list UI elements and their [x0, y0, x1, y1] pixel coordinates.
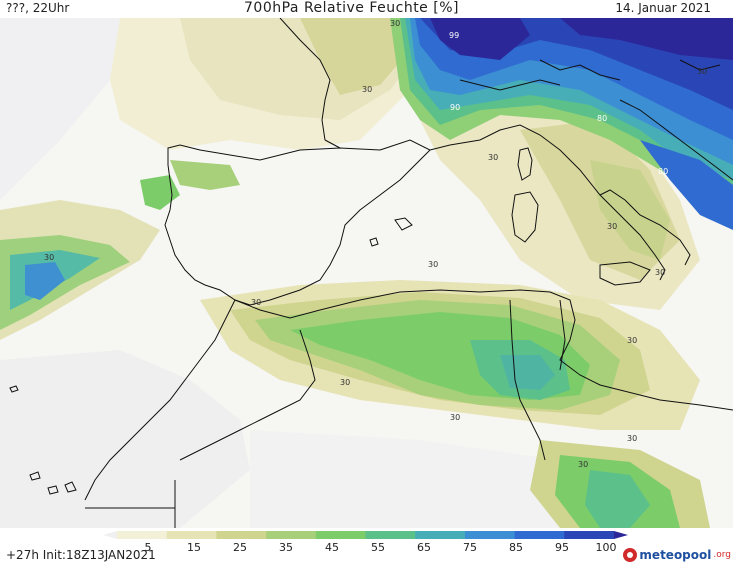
humidity-band-35-north	[300, 18, 410, 95]
colorbar-swatch	[315, 531, 366, 539]
contour-label: 99	[449, 31, 459, 40]
coastlines	[9, 18, 733, 528]
colorbar-swatch	[266, 531, 317, 539]
contour-label: 30	[627, 434, 637, 443]
contour-label: 30	[655, 268, 665, 277]
colorbar-swatch	[415, 531, 466, 539]
logo-text: meteopool	[639, 548, 712, 562]
colorbar-tick: 25	[233, 541, 247, 554]
contour-labels: 30 30 30 30 30 30 30 30 30 30 30 30 30 3…	[44, 19, 707, 469]
contour-label: 30	[607, 222, 617, 231]
contour-label: 30	[340, 378, 350, 387]
colorbar-tick: 5	[144, 541, 152, 554]
contour-label: 30	[44, 253, 54, 262]
colorbar-tick: 35	[279, 541, 293, 554]
colorbar-swatch	[464, 531, 516, 539]
meteopool-logo[interactable]: meteopool .org	[623, 546, 731, 564]
forecast-weekday-hour: ???, 22Uhr	[6, 1, 70, 15]
colorbar-swatches	[103, 531, 628, 539]
contour-label: 30	[362, 85, 372, 94]
contour-label: 30	[578, 460, 588, 469]
contour-label: 30	[450, 413, 460, 422]
dry-area-southwest	[0, 350, 250, 528]
colorbar-tick: 100	[595, 541, 617, 554]
contour-label: 30	[697, 67, 707, 76]
humidity-map-canvas: 30 30 30 30 30 30 30 30 30 30 30 30 30 3…	[0, 18, 733, 528]
contour-label: 30	[627, 336, 637, 345]
adriatic-moisture-85	[640, 140, 733, 230]
colorbar-swatch	[514, 531, 565, 539]
logo-suffix: .org	[713, 550, 731, 560]
galicia-moisture	[170, 160, 240, 190]
colorbar-swatch	[365, 531, 416, 539]
colorbar-swatch	[117, 531, 168, 539]
dry-area-west	[0, 18, 120, 200]
colorbar-max-arrow	[614, 531, 628, 539]
colorbar-tick: 45	[325, 541, 339, 554]
logo-mark-icon	[623, 548, 638, 562]
colorbar-tick: 65	[417, 541, 431, 554]
italy-moisture-45	[590, 160, 670, 260]
colorbar	[103, 531, 628, 539]
contour-label: 80	[658, 167, 668, 176]
contour-label: 90	[450, 103, 460, 112]
alps-moisture-95	[430, 18, 530, 60]
humidity-map: 30 30 30 30 30 30 30 30 30 30 30 30 30 3…	[0, 18, 733, 528]
forecast-run-info: +27h Init:18Z13JAN2021	[6, 548, 156, 562]
dry-area-south	[250, 430, 600, 528]
colorbar-min-arrow	[103, 531, 117, 539]
colorbar-swatch	[564, 531, 615, 539]
contour-label: 30	[390, 19, 400, 28]
colorbar-swatch	[166, 531, 217, 539]
colorbar-tick: 15	[187, 541, 201, 554]
contour-label: 30	[251, 298, 261, 307]
colorbar-tick: 95	[555, 541, 569, 554]
colorbar-swatch	[216, 531, 267, 539]
chart-title: 700hPa Relative Feuchte [%]	[244, 0, 459, 16]
colorbar-tick: 75	[463, 541, 477, 554]
forecast-date: 14. Januar 2021	[615, 1, 711, 15]
colorbar-tick: 85	[509, 541, 523, 554]
balkan-moisture-95	[560, 18, 733, 60]
contour-label: 30	[428, 260, 438, 269]
atlantic-moisture-65	[25, 262, 65, 300]
contour-label: 30	[488, 153, 498, 162]
contour-label: 80	[597, 114, 607, 123]
colorbar-tick: 55	[371, 541, 385, 554]
southeast-moisture-55	[585, 470, 650, 528]
